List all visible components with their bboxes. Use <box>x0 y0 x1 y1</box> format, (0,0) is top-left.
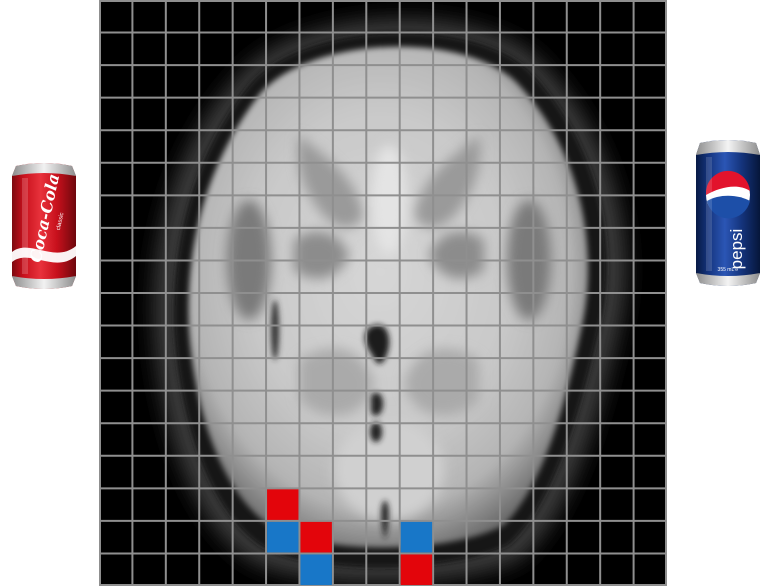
pepsi-can-icon: pepsi 355 mL ℮ <box>690 137 766 289</box>
coke-variant-text: classic <box>56 212 66 231</box>
voxel-blue <box>300 554 332 585</box>
pepsi-logo-text: pepsi <box>727 229 746 270</box>
brain-scan-grid <box>99 0 667 586</box>
voxel-red <box>400 554 433 585</box>
grid-overlay <box>99 0 667 586</box>
ventricles <box>271 300 390 540</box>
highlighted-voxels <box>267 489 433 585</box>
coca-cola-can-icon: Coca-Cola classic <box>6 160 82 292</box>
voxel-red <box>267 489 299 520</box>
voxel-red <box>300 521 332 553</box>
voxel-blue <box>267 521 299 553</box>
voxel-blue <box>400 521 433 553</box>
pepsi-volume-text: 355 mL ℮ <box>718 267 739 273</box>
